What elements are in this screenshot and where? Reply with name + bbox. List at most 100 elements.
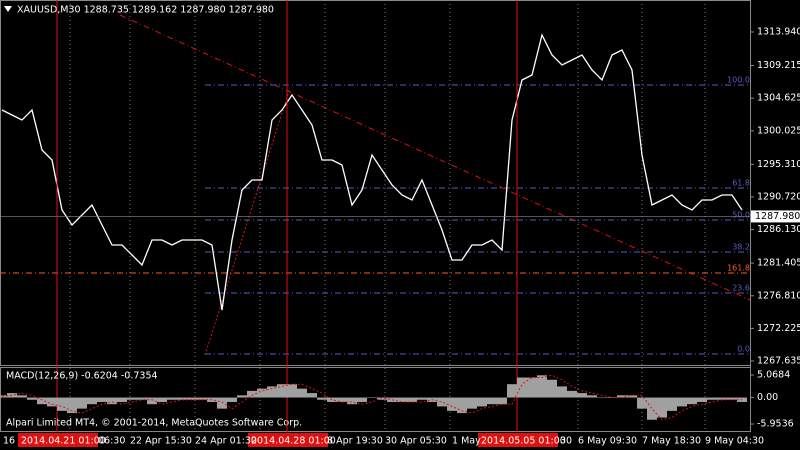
macd-bar xyxy=(397,397,407,402)
macd-bar xyxy=(377,397,387,400)
x-tick-label: 24 Apr 01:30 xyxy=(195,436,257,447)
macd-bar xyxy=(297,388,307,398)
macd-bar xyxy=(597,397,607,399)
period-label: 2014.05.05 01:00 xyxy=(481,436,566,447)
fib-label: 38.2 xyxy=(732,243,750,252)
macd-bar xyxy=(647,397,657,420)
macd-bar xyxy=(147,397,157,405)
macd-bar xyxy=(337,397,347,402)
macd-bar xyxy=(697,397,707,402)
macd-bar xyxy=(667,397,677,411)
current-price-box xyxy=(751,210,800,223)
macd-bar xyxy=(507,384,517,398)
y-tick-label: 1290.720 xyxy=(757,191,800,202)
macd-bar xyxy=(517,377,527,398)
macd-bar xyxy=(7,393,17,398)
period-label: 2014.04.21 01:00 xyxy=(21,436,106,447)
macd-bar xyxy=(207,397,217,402)
macd-bar xyxy=(327,397,337,402)
macd-bar xyxy=(477,397,487,407)
y-tick-label: 1304.625 xyxy=(757,93,800,104)
macd-bar xyxy=(277,384,287,398)
macd-bar xyxy=(387,397,397,402)
macd-bar xyxy=(587,395,597,398)
y-tick-label: 1276.810 xyxy=(757,290,800,301)
x-tick-label: 9 May 04:30 xyxy=(705,436,764,447)
macd-bar xyxy=(87,397,97,405)
price-line xyxy=(1,33,743,311)
y-tick-label: 1272.225 xyxy=(757,323,800,334)
macd-bar xyxy=(487,397,497,405)
macd-bar xyxy=(447,397,457,411)
period-label-box xyxy=(248,433,328,447)
macd-bar xyxy=(417,397,427,400)
macd-bar xyxy=(47,397,57,407)
copyright: Alpari Limited MT4, © 2001-2014, MetaQuo… xyxy=(6,418,302,429)
macd-bar xyxy=(167,397,177,400)
macd-bar xyxy=(537,375,547,398)
x-tick-label: 8 Apr 19:30 xyxy=(327,436,383,447)
macd-bar xyxy=(527,377,537,398)
macd-bar xyxy=(467,397,477,409)
fib-base-line xyxy=(204,87,291,356)
macd-bar xyxy=(577,393,587,398)
symbol-header: XAUUSD,M30 1288.735 1289.162 1287.980 12… xyxy=(17,5,274,16)
macd-bar xyxy=(187,397,197,400)
x-tick-label: 06:30 xyxy=(98,436,125,447)
fib-label: 23.6 xyxy=(732,284,750,293)
macd-bar xyxy=(727,397,737,400)
collapse-icon[interactable] xyxy=(4,6,12,12)
macd-bar xyxy=(227,397,237,402)
macd-bar xyxy=(707,397,717,400)
period-label-box xyxy=(18,433,98,447)
x-tick-label: 30 xyxy=(560,436,572,447)
macd-bar xyxy=(137,397,147,400)
time-grid xyxy=(69,0,706,432)
y-tick-label: 1286.130 xyxy=(757,224,800,235)
y-tick-label: 1295.310 xyxy=(757,159,800,170)
macd-bar xyxy=(97,397,107,402)
macd-bar xyxy=(717,397,727,400)
y-tick-label: 0.00 xyxy=(757,392,778,403)
macd-bar xyxy=(67,397,77,414)
fib-extension-label: 161.8 xyxy=(727,263,750,272)
macd-bar xyxy=(367,397,377,399)
macd-bar xyxy=(107,397,117,405)
macd-bar xyxy=(17,395,27,398)
macd-bar xyxy=(77,397,87,409)
macd-bar xyxy=(127,397,137,400)
macd-bar xyxy=(197,397,207,400)
macd-bar xyxy=(157,397,167,402)
x-tick-label: 6 May 09:30 xyxy=(578,436,637,447)
fib-label: 0.0 xyxy=(737,344,750,353)
macd-bar xyxy=(177,397,187,400)
y-tick-label: 1313.940 xyxy=(757,26,800,37)
macd-bar xyxy=(457,397,467,414)
y-tick-label: 1309.215 xyxy=(757,60,800,71)
x-tick-label: 30 Apr 05:30 xyxy=(385,436,447,447)
macd-bar xyxy=(267,386,277,398)
fib-label: 100.0 xyxy=(727,75,750,84)
period-label-box xyxy=(478,433,558,447)
period-label: 2014.04.28 01:00 xyxy=(251,436,336,447)
macd-bar xyxy=(687,397,697,405)
signal-line xyxy=(1,374,742,421)
current-price-label: 1287.980 xyxy=(755,211,800,222)
macd-bar xyxy=(37,397,47,405)
macd-bar xyxy=(57,397,67,411)
macd-bar xyxy=(287,384,297,398)
macd-bar xyxy=(637,397,647,409)
y-tick-label: 1300.025 xyxy=(757,125,800,136)
x-tick-label: 7 May 18:30 xyxy=(642,436,701,447)
fib-label: 61.8 xyxy=(732,179,750,188)
x-tick-label: 16 xyxy=(3,436,15,447)
x-tick-label: 1 May xyxy=(452,436,481,447)
fib-label: 50.0 xyxy=(732,210,750,219)
macd-bar xyxy=(497,397,507,405)
trend-line xyxy=(119,14,751,301)
macd-bar xyxy=(407,397,417,402)
macd-bar xyxy=(117,397,127,402)
